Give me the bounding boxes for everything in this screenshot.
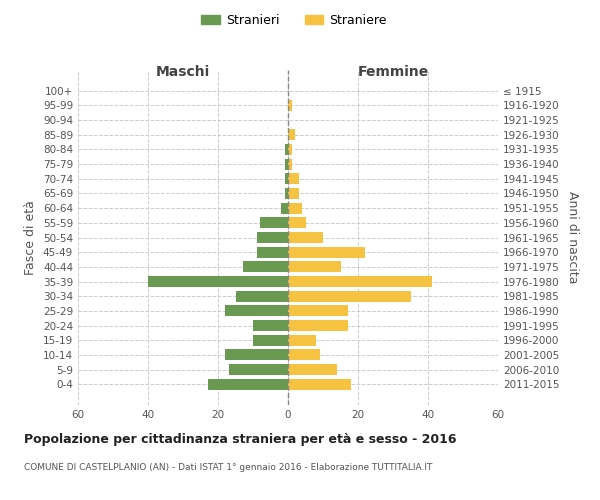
Bar [288,232,323,243]
Text: Femmine: Femmine [358,65,428,79]
Text: COMUNE DI CASTELPLANIO (AN) - Dati ISTAT 1° gennaio 2016 - Elaborazione TUTTITAL: COMUNE DI CASTELPLANIO (AN) - Dati ISTAT… [24,462,433,471]
Bar [288,379,351,390]
Bar [288,246,365,258]
Bar [253,334,288,345]
Bar [148,276,288,287]
Bar [225,306,288,316]
Y-axis label: Fasce di età: Fasce di età [25,200,37,275]
Bar [208,379,288,390]
Bar [284,158,288,170]
Bar [288,158,292,170]
Bar [288,100,292,111]
Bar [257,232,288,243]
Bar [229,364,288,375]
Bar [284,144,288,155]
Text: Popolazione per cittadinanza straniera per età e sesso - 2016: Popolazione per cittadinanza straniera p… [24,432,457,446]
Bar [288,364,337,375]
Bar [288,276,431,287]
Bar [288,320,347,331]
Bar [288,174,299,184]
Bar [284,174,288,184]
Bar [225,350,288,360]
Legend: Stranieri, Straniere: Stranieri, Straniere [196,8,392,32]
Text: Maschi: Maschi [156,65,210,79]
Bar [288,290,410,302]
Bar [284,188,288,199]
Bar [253,320,288,331]
Bar [288,334,316,345]
Bar [288,262,341,272]
Bar [288,202,302,213]
Bar [288,350,320,360]
Bar [288,130,295,140]
Bar [260,218,288,228]
Bar [288,218,305,228]
Y-axis label: Anni di nascita: Anni di nascita [566,191,579,284]
Bar [281,202,288,213]
Bar [242,262,288,272]
Bar [257,246,288,258]
Bar [288,188,299,199]
Bar [235,290,288,302]
Bar [288,144,292,155]
Bar [288,306,347,316]
